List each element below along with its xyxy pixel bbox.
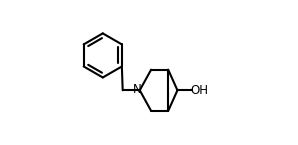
Text: OH: OH: [190, 84, 208, 97]
Text: N: N: [133, 83, 142, 96]
